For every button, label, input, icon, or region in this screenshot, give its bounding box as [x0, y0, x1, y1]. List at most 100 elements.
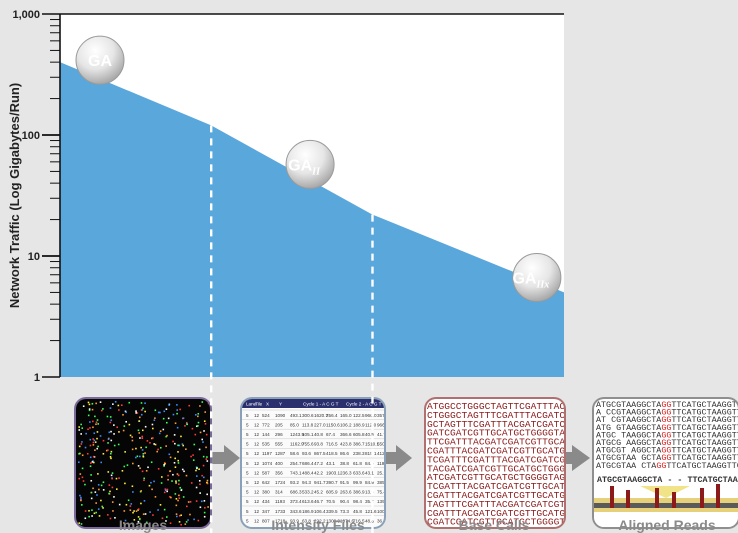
base-call-line: TAGTTTCGATTTACGATCGATCGTTGC — [427, 499, 583, 510]
table-cell: 535 — [262, 442, 270, 447]
table-cell: 25.1 — [377, 470, 386, 475]
table-cell: 70.5 — [326, 499, 335, 504]
table-header-cell: Y — [279, 402, 282, 407]
table-cell: 1150.6 — [326, 422, 340, 427]
table-cell: 5 — [246, 509, 249, 514]
table-cell: 716.5 — [326, 442, 338, 447]
table-header-cell: Cycle 1 - A C G T — [303, 402, 339, 407]
table-cell: 339.5 — [326, 509, 338, 514]
stage-label-base-calls: Base Calls — [459, 517, 530, 533]
table-cell: 5 — [246, 442, 249, 447]
table-cell: 524 — [262, 413, 270, 418]
table-cell: 73.3 — [340, 509, 349, 514]
table-cell: 42.2 — [314, 470, 323, 475]
base-call-line: TCGATTTACGATCGATCGTTGCATGCA — [427, 481, 583, 492]
table-cell: 555 — [275, 442, 283, 447]
table-cell: 5 — [246, 461, 249, 466]
table-cell: 12 — [254, 499, 260, 504]
table-cell: 1243.9 — [290, 432, 304, 437]
base-call-line: GCTAGTTTCGATTTACGATCGATCGTT — [427, 419, 583, 430]
dashed-marker-overlay — [209, 125, 374, 533]
table-cell: 98.4 — [353, 499, 362, 504]
table-cell: 106.4 — [314, 509, 326, 514]
table-cell: 84.9 — [365, 480, 374, 485]
table-cell: 12 — [254, 480, 260, 485]
table-cell: 188.9 — [353, 422, 365, 427]
table-cell: 966.0 — [365, 413, 377, 418]
table-cell: 12 — [254, 490, 260, 495]
table-cell: 966.8 — [377, 422, 389, 427]
table-cell: 86.6 — [340, 451, 349, 456]
stage-label-images: Images — [119, 517, 167, 533]
table-cell: 13.6 — [365, 490, 374, 495]
aligned-read-line: ATGCGTAA CTAGGTTCATGCTAAGGTTCGAA — [596, 461, 738, 471]
table-cell: 236.3 — [340, 470, 352, 475]
aligned-read-line: ATGCGTAA GCTAGGTTCATGCTAAGGTTCGAA — [596, 453, 738, 463]
table-cell: 366.6 — [340, 432, 352, 437]
table-cell: 380 — [262, 490, 270, 495]
table-cell: 5 — [246, 413, 249, 418]
table-cell: 5 — [246, 499, 249, 504]
table-cell: 84.9 — [365, 461, 374, 466]
table-cell: 1197 — [262, 451, 272, 456]
table-cell: 1192.9 — [377, 461, 391, 466]
table-cell: 1903.1 — [326, 470, 340, 475]
table-cell: 1718 — [275, 518, 286, 523]
table-cell: 256.4 — [326, 413, 338, 418]
table-cell: 43.1 — [326, 461, 335, 466]
table-cell: 5 — [246, 422, 249, 427]
aligned-read-line: A CCGTAAGGCTAGGTTCATGCTAAGGTTCGAA — [596, 408, 738, 418]
table-cell: 633.6 — [353, 470, 365, 475]
table-cell: 385.9 — [377, 480, 389, 485]
table-cell: 1300.9 — [326, 518, 340, 523]
table-cell: 5 — [246, 480, 249, 485]
table-cell: 58.6 — [290, 451, 299, 456]
table-cell: 186.9 — [302, 509, 314, 514]
table-cell: 43.1 — [365, 470, 374, 475]
table-cell: 12 — [254, 461, 260, 466]
y-tick-label: 1 — [34, 372, 40, 384]
table-cell: 227.0 — [314, 422, 326, 427]
y-axis — [59, 13, 564, 377]
table-cell: 587 — [262, 470, 270, 475]
table-cell: 418.5 — [326, 451, 338, 456]
table-cell: 93.2 — [290, 480, 299, 485]
table-cell: 1074.6 — [340, 518, 354, 523]
sequencer-badges: GA GAII GAIIx — [75, 35, 562, 302]
table-cell: 343.6 — [290, 509, 302, 514]
table-cell: 12 — [254, 509, 260, 514]
stage-label-intensity: Intensity Files — [271, 517, 365, 533]
table-cell: 36.0 — [377, 518, 386, 523]
table-cell: 205 — [275, 422, 283, 427]
table-header-cell: Cycle 2 - A C G T — [346, 402, 382, 407]
table-cell: 46.7 — [314, 499, 323, 504]
table-cell: 755.6 — [302, 442, 314, 447]
table-cell: 613.6 — [302, 499, 314, 504]
table-cell: 91.5 — [340, 480, 349, 485]
table-cell: 12 — [254, 422, 260, 427]
y-tick-label: 1,000 — [12, 9, 40, 21]
table-cell: 314 — [275, 490, 283, 495]
table-cell: 5 — [246, 432, 249, 437]
table-cell: 493.1 — [290, 413, 302, 418]
microscope-image-icon — [78, 401, 210, 526]
table-cell: 40.8 — [314, 432, 323, 437]
pipeline-arrows — [212, 445, 590, 471]
table-cell: 373.4 — [290, 499, 302, 504]
arrow-icon — [212, 445, 240, 471]
table-cell: 144 — [262, 432, 270, 437]
table-cell: 434 — [262, 499, 270, 504]
table-cell: 93.6 — [302, 451, 311, 456]
table-cell: 1003.2 — [377, 509, 391, 514]
table-cell: 12 — [254, 432, 260, 437]
table-cell: 533.2 — [302, 490, 314, 495]
table-cell: 93.8 — [314, 442, 323, 447]
reference-line: ATGCGTAAGGCTA - - TTCATGCTAAGGTTCGAA — [597, 475, 738, 485]
table-cell: 222.2 — [314, 518, 326, 523]
table-cell: 1287 — [275, 451, 286, 456]
table-cell: 300.6 — [302, 413, 314, 418]
